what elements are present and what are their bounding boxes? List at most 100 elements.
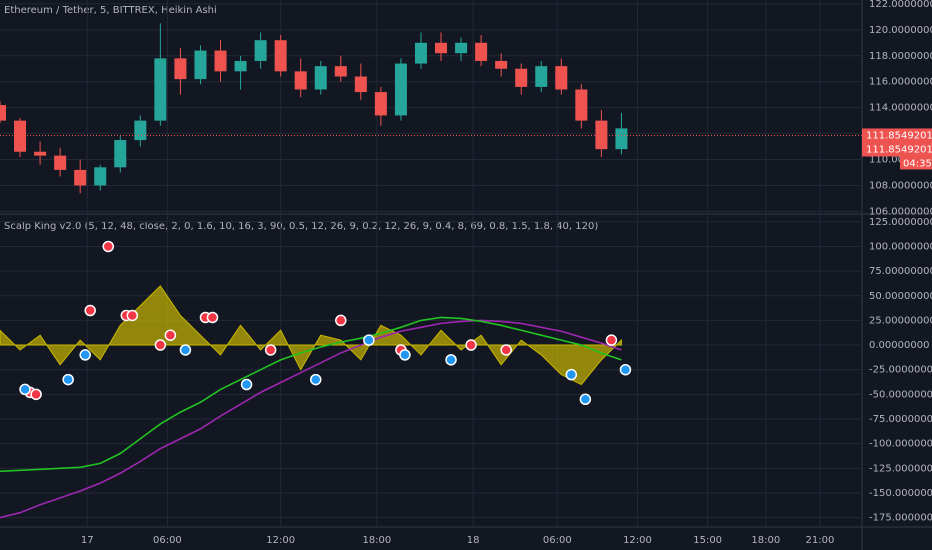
x-tick-label: 21:00 <box>805 535 834 546</box>
y-tick-label: -175.00000000 <box>869 513 932 524</box>
y-tick-label: 122.00000000 <box>869 0 932 10</box>
candle-body <box>74 169 87 186</box>
y-tick-label: -150.00000000 <box>869 488 932 499</box>
candle-body <box>394 63 407 116</box>
candle-body <box>555 66 568 90</box>
signal-dot <box>264 344 277 356</box>
signal-dot <box>465 339 477 351</box>
price-chart-title: Ethereum / Tether, 5, BITTREX, Heikin As… <box>4 5 217 16</box>
signal-dot <box>179 344 192 356</box>
y-tick-label: 118.00000000 <box>869 51 932 62</box>
panel: 125.00000000 100.00000000 75.00000000 50.00… <box>0 215 932 546</box>
signal-dot <box>363 334 375 346</box>
y-tick-label: 100.00000000 <box>869 241 932 252</box>
signal-dot <box>309 373 322 386</box>
x-tick-label: 18 <box>467 535 480 546</box>
x-tick-label: 18:00 <box>751 535 780 546</box>
candle-body <box>134 120 147 141</box>
indicator <box>0 240 632 519</box>
signal-dot <box>399 349 411 361</box>
y-tick-label: 125.00000000 <box>869 217 932 228</box>
x-tick-label: 18:00 <box>362 535 391 546</box>
candle-body <box>495 60 508 69</box>
x-tick-label: 06:00 <box>153 535 182 546</box>
signal-dot <box>62 373 74 386</box>
y-tick-label: 114.00000000 <box>869 103 932 114</box>
signal-dot <box>30 388 42 401</box>
candle-body <box>535 66 548 87</box>
indicator-line <box>0 319 622 519</box>
signal-dot <box>206 311 219 324</box>
candle-body <box>94 167 107 186</box>
y-tick-label: -50.00000000 <box>869 389 932 400</box>
y-tick-label: 116.00000000 <box>869 77 932 88</box>
candle-body <box>114 140 127 168</box>
y-tick-label: -100.00000000 <box>869 439 932 450</box>
countdown: 04:35 <box>903 158 932 169</box>
candle-body <box>194 50 207 80</box>
candle-body <box>374 92 387 116</box>
signal-dot <box>605 334 618 346</box>
panel: 106.00000000108.00000000110.00000000112.… <box>0 0 932 217</box>
signal-dot <box>500 344 512 356</box>
candle-body <box>475 42 488 61</box>
x-tick-label: 12:00 <box>623 535 652 546</box>
y-tick-label: 120.00000000 <box>869 25 932 36</box>
y-tick-label: -25.00000000 <box>869 365 932 376</box>
x-tick-label: 12:00 <box>266 535 295 546</box>
x-tick-label: 06:00 <box>543 535 572 546</box>
countdown-box <box>900 156 932 170</box>
candle-body <box>615 128 628 150</box>
signal-dot <box>154 339 167 351</box>
signal-dot <box>579 393 592 406</box>
signal-dot <box>19 383 31 396</box>
candle-body <box>595 120 608 150</box>
signal-dot <box>565 368 578 381</box>
candle-body <box>234 60 247 72</box>
signal-dot <box>619 363 632 376</box>
candle-body <box>435 42 448 54</box>
price-label: 111.85492011 <box>866 130 932 141</box>
candle-body <box>0 105 6 121</box>
candle-body <box>274 40 287 72</box>
signal-dot <box>445 354 457 366</box>
candle-body <box>334 66 347 77</box>
bid-label-box <box>862 142 932 157</box>
candle-body <box>174 58 187 80</box>
y-tick-label: 108.00000000 <box>869 180 932 191</box>
price-label-box <box>862 128 932 143</box>
signal-dot <box>164 329 177 341</box>
y-tick-label: -75.00000000 <box>869 414 932 425</box>
y-tick-label: 106.00000000 <box>869 206 932 217</box>
indicator-title: Scalp King v2.0 (5, 12, 48, close, 2, 0,… <box>4 221 598 232</box>
candle-body <box>414 42 427 64</box>
candles <box>0 23 628 194</box>
candle-body <box>515 68 528 87</box>
oscillator-area <box>0 285 622 386</box>
signal-dot <box>102 240 115 253</box>
candle-body <box>455 42 468 54</box>
signal-dot <box>335 314 347 327</box>
x-tick-label: 17 <box>81 535 94 546</box>
y-tick-label: 50.00000000 <box>869 291 932 302</box>
candle-body <box>54 155 67 170</box>
y-tick-label: 75.00000000 <box>869 266 932 277</box>
signal-dot <box>240 378 253 391</box>
candle-body <box>254 40 267 61</box>
candle-body <box>14 120 27 152</box>
indicator-line <box>0 316 622 473</box>
candle-body <box>294 71 307 90</box>
candle-body <box>214 50 227 72</box>
signal-dot <box>126 309 139 322</box>
signal-dot <box>79 349 91 361</box>
y-tick-label: -125.00000000 <box>869 463 932 474</box>
candle-body <box>575 89 588 121</box>
candle-body <box>34 151 47 156</box>
y-tick-label: 25.00000000 <box>869 315 932 326</box>
candle-body <box>314 66 327 90</box>
bid-label: 111.85492011 <box>866 144 932 155</box>
signal-dot <box>84 304 96 317</box>
candle-body <box>354 76 367 93</box>
candle-body <box>154 58 167 121</box>
